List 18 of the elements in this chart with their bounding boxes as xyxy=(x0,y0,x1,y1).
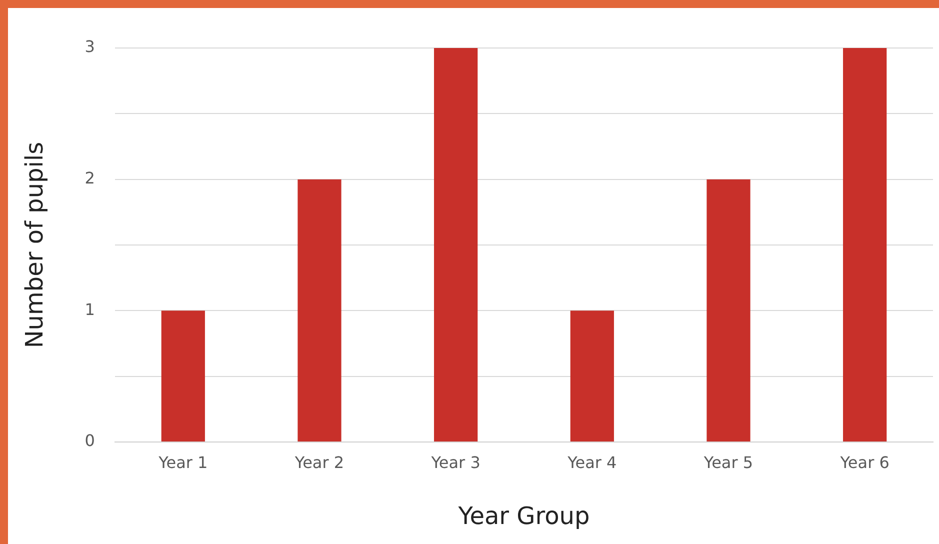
bar xyxy=(161,310,205,442)
y-tick-label: 0 xyxy=(84,431,95,450)
bar xyxy=(434,48,478,442)
bar xyxy=(570,310,614,442)
y-tick-label: 2 xyxy=(84,168,95,188)
x-tick-label: Year 4 xyxy=(566,452,617,472)
y-tick-label: 3 xyxy=(84,37,95,56)
bar xyxy=(843,48,887,442)
x-tick-label: Year 3 xyxy=(430,452,480,472)
bar xyxy=(706,179,750,442)
x-tick-label: Year 5 xyxy=(702,452,754,472)
y-tick-label: 1 xyxy=(84,300,95,319)
x-tick-label: Year 6 xyxy=(839,452,890,472)
x-tick-label: Year 2 xyxy=(294,452,344,472)
bar xyxy=(298,179,342,442)
y-axis-title: Number of pupils xyxy=(20,142,49,348)
x-tick-label: Year 1 xyxy=(158,452,208,472)
x-axis-title: Year Group xyxy=(457,502,590,530)
